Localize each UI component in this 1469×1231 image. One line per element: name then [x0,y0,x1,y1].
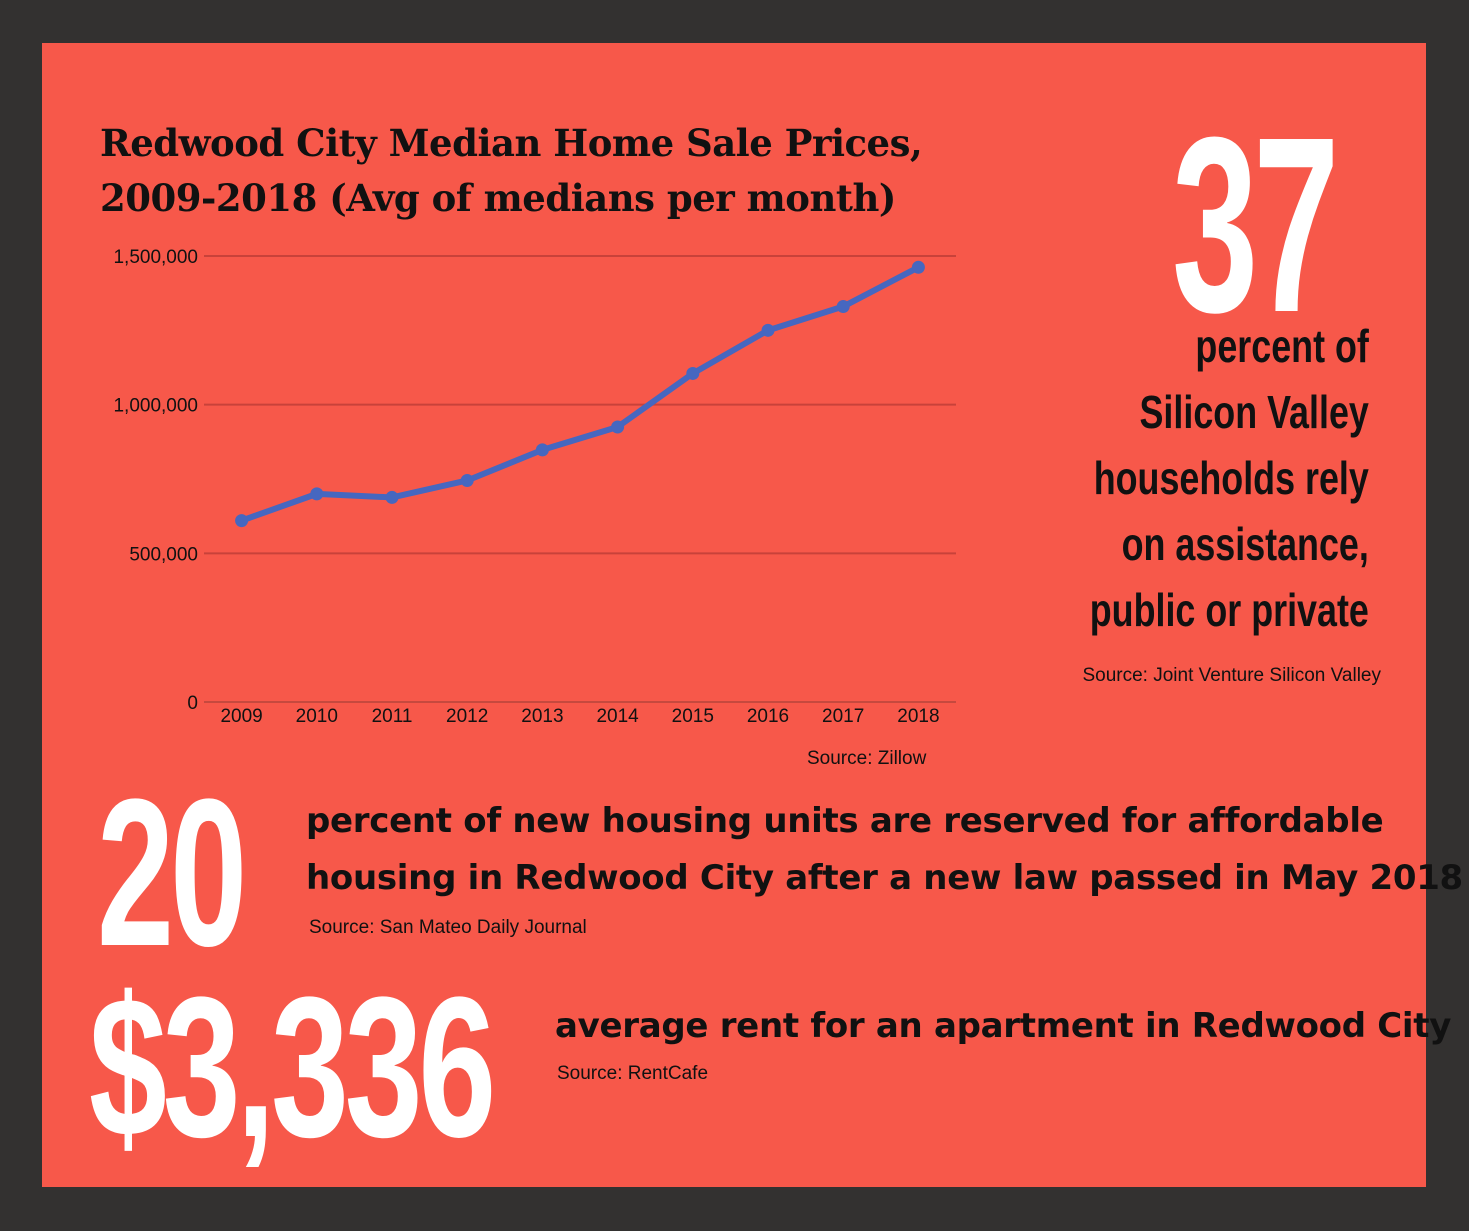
x-tick-label: 2017 [822,706,864,727]
data-point [761,323,775,337]
data-point [686,366,700,380]
stat-rent-source: Source: RentCafe [557,1063,709,1084]
stat-37-line-5: public or private [1089,584,1369,636]
stat-20-line-2: housing in Redwood City after a new law … [306,858,1463,898]
x-tick-label: 2016 [747,706,789,727]
data-point [911,260,925,274]
y-tick-label: 1,500,000 [113,247,198,268]
data-point [460,473,474,487]
stat-37-line-3: households rely [1093,452,1369,504]
stat-37-text: percent of Silicon Valley households rel… [1011,313,1369,643]
chart-title: Redwood City Median Home Sale Prices, 20… [100,116,1000,226]
y-tick-label: 500,000 [129,544,198,565]
x-tick-label: 2014 [596,706,639,727]
x-tick-label: 2009 [220,706,262,727]
data-point [310,487,324,501]
stat-rent-number: $3,336 [89,956,496,1179]
y-tick-label: 1,000,000 [113,396,198,417]
series-line [238,264,922,524]
stat-20-source: Source: San Mateo Daily Journal [309,917,587,938]
stat-37-number: 37 [1172,85,1339,364]
chart-source: Source: Zillow [807,748,927,769]
stat-37-line-1: percent of [1195,320,1369,372]
data-point [385,490,399,504]
x-tick-label: 2011 [372,706,413,727]
stat-37-line-4: on assistance, [1121,518,1369,570]
data-point [235,514,249,528]
stat-37-line-2: Silicon Valley [1139,386,1369,438]
data-point [836,300,850,314]
chart-title-line-2: 2009-2018 (Avg of medians per month) [100,176,896,220]
stat-rent-text: average rent for an apartment in Redwood… [555,1006,1452,1046]
data-point [535,443,549,457]
y-tick-label: 0 [187,693,198,714]
stat-37-source: Source: Joint Venture Silicon Valley [1082,665,1381,686]
stat-20-number: 20 [97,755,247,990]
x-tick-label: 2018 [897,706,939,727]
x-tick-label: 2013 [521,706,563,727]
x-tick-label: 2012 [446,706,488,727]
stat-20-line-1: percent of new housing units are reserve… [306,801,1384,841]
x-tick-label: 2010 [296,706,338,727]
stat-20-text: percent of new housing units are reserve… [306,793,1463,907]
infographic-panel [42,43,1426,1187]
chart-title-line-1: Redwood City Median Home Sale Prices, [100,121,923,165]
x-tick-label: 2015 [672,706,714,727]
data-point [611,420,625,434]
